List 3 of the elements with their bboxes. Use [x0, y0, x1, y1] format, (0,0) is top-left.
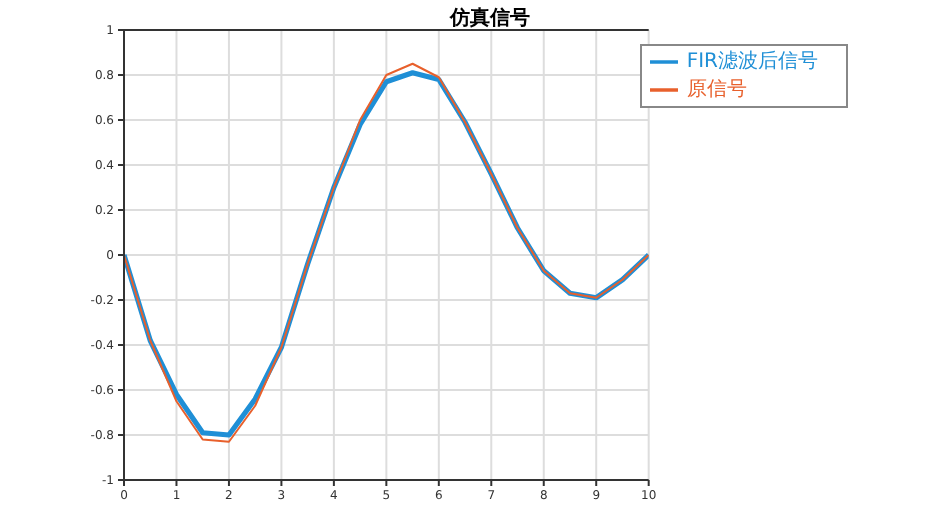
- legend-label: FIR滤波后信号: [686, 51, 818, 74]
- legend-label: 原信号: [686, 79, 747, 102]
- chart-title: 仿真信号: [447, 5, 532, 32]
